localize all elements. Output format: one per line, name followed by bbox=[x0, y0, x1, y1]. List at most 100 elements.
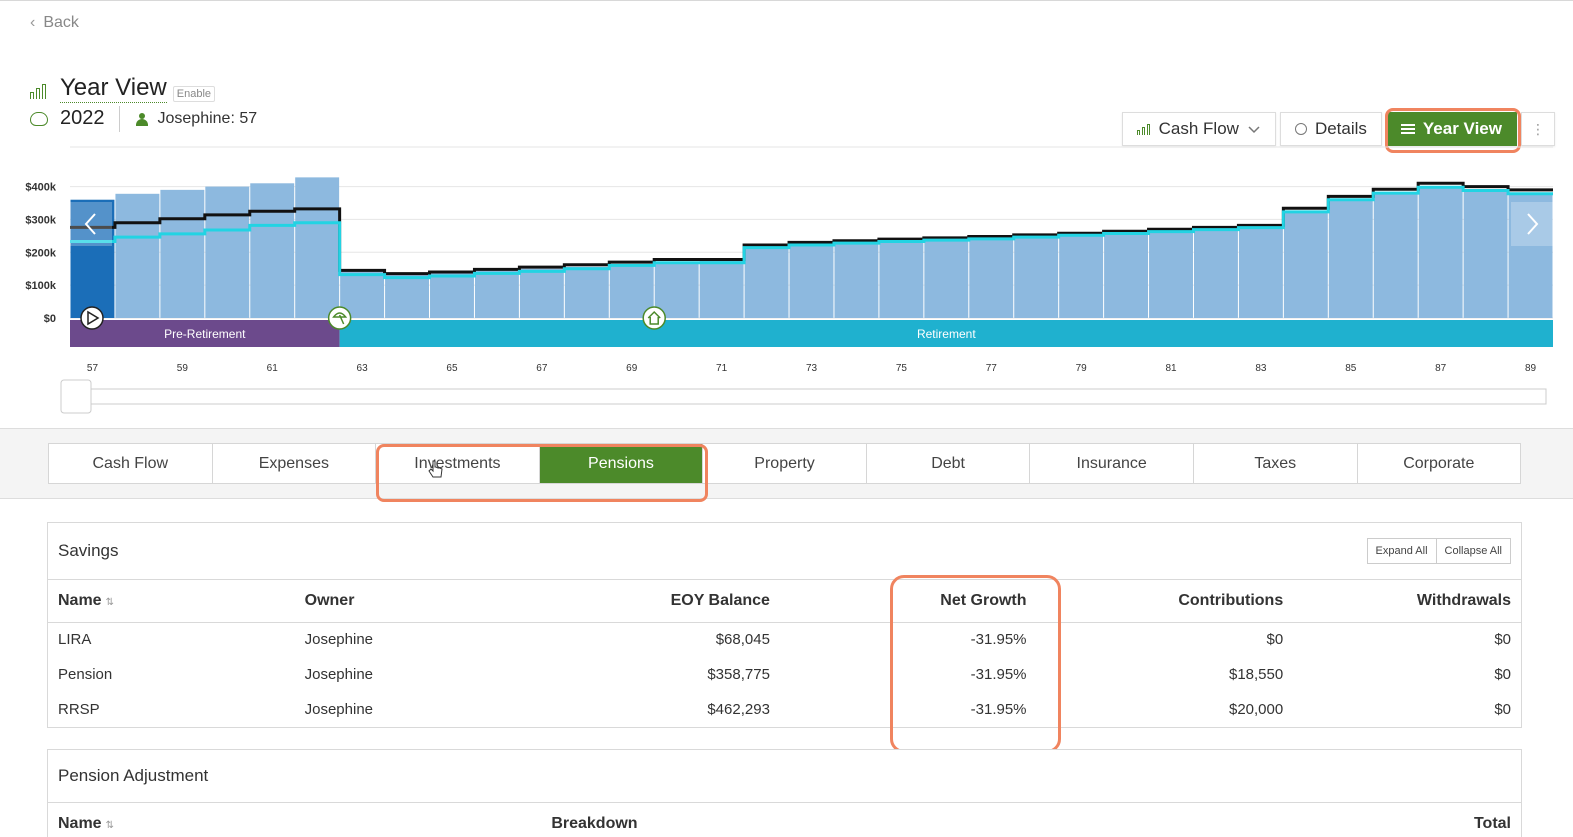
y-tick-label: $100k bbox=[25, 280, 56, 292]
bar[interactable] bbox=[1014, 237, 1059, 319]
tab-cash-flow[interactable]: Cash Flow bbox=[49, 444, 213, 483]
person-age-label: Josephine: 57 bbox=[157, 110, 258, 127]
category-tabs: Cash Flow Expenses Investments Pensions Prop… bbox=[48, 443, 1521, 484]
table-row[interactable]: RRSP Josephine $462,293 -31.95% $20,000 … bbox=[48, 692, 1521, 727]
bar[interactable] bbox=[385, 274, 430, 318]
bar[interactable] bbox=[474, 270, 519, 318]
savings-table: Name ⇅ Owner EOY Balance Net Growth Contr… bbox=[48, 580, 1521, 727]
bar[interactable] bbox=[654, 261, 699, 318]
next-button-bg bbox=[1511, 202, 1553, 246]
cell-net-growth: -31.95% bbox=[970, 631, 1027, 649]
x-tick-label: 87 bbox=[1435, 363, 1447, 374]
bar[interactable] bbox=[205, 186, 250, 318]
x-tick-label: 71 bbox=[716, 363, 728, 374]
back-link[interactable]: ‹ Back bbox=[30, 14, 79, 32]
col-total[interactable]: Total bbox=[1140, 803, 1521, 837]
bar[interactable] bbox=[564, 266, 609, 318]
bar[interactable] bbox=[115, 193, 160, 318]
cash-flow-dropdown[interactable]: Cash Flow bbox=[1121, 112, 1276, 146]
col-breakdown[interactable]: Breakdown bbox=[541, 803, 1141, 837]
bar-chart-icon bbox=[1136, 123, 1151, 135]
tab-expenses[interactable]: Expenses bbox=[213, 444, 377, 483]
col-contributions[interactable]: Contributions bbox=[1036, 580, 1294, 623]
bar[interactable] bbox=[1283, 212, 1328, 318]
bar[interactable] bbox=[1238, 227, 1283, 318]
col-eoy-balance[interactable]: EOY Balance bbox=[524, 580, 780, 623]
bar[interactable] bbox=[744, 249, 789, 318]
col-owner[interactable]: Owner bbox=[294, 580, 525, 623]
tab-label: Expenses bbox=[258, 454, 329, 472]
house-icon[interactable] bbox=[642, 306, 666, 330]
enable-tooltip[interactable]: Enable bbox=[172, 86, 216, 102]
bar[interactable] bbox=[1373, 193, 1418, 318]
bar[interactable] bbox=[1328, 200, 1373, 318]
tab-property[interactable]: Property bbox=[703, 444, 867, 483]
savings-header-row: Name ⇅ Owner EOY Balance Net Growth Contr… bbox=[48, 580, 1521, 623]
bar[interactable] bbox=[1463, 191, 1508, 319]
x-tick-label: 57 bbox=[87, 363, 99, 374]
table-row[interactable]: LIRA Josephine $68,045 -31.95% $0 $0 bbox=[48, 622, 1521, 657]
bar[interactable] bbox=[699, 260, 744, 319]
house-glyph bbox=[647, 310, 661, 325]
phase-band bbox=[339, 320, 1553, 347]
chart-prev-button[interactable] bbox=[70, 202, 112, 246]
pension-adjustment-panel: Pension Adjustment Name ⇅ Breakdown Total bbox=[47, 749, 1522, 837]
chevron-left-icon bbox=[84, 213, 96, 235]
x-tick-label: 69 bbox=[626, 363, 638, 374]
collapse-all-button[interactable]: Collapse All bbox=[1436, 538, 1511, 564]
timeline-slider-track[interactable] bbox=[75, 388, 1547, 405]
tab-pensions[interactable]: Pensions bbox=[539, 444, 704, 483]
top-divider bbox=[0, 0, 1573, 1]
chart-next-button[interactable] bbox=[1511, 202, 1553, 246]
bar[interactable] bbox=[1508, 193, 1553, 318]
details-button[interactable]: Details bbox=[1279, 112, 1382, 146]
bar[interactable] bbox=[879, 241, 924, 318]
bar[interactable] bbox=[160, 189, 205, 318]
beach-umbrella-icon[interactable] bbox=[327, 306, 352, 330]
bar[interactable] bbox=[295, 177, 340, 318]
bar[interactable] bbox=[969, 239, 1014, 318]
table-row[interactable]: Pension Josephine $358,775 -31.95% $18,5… bbox=[48, 657, 1521, 692]
tab-investments[interactable]: Investments bbox=[376, 444, 540, 483]
col-withdrawals[interactable]: Withdrawals bbox=[1293, 580, 1521, 623]
col-name-label: Name bbox=[58, 814, 102, 832]
bar[interactable] bbox=[789, 245, 834, 318]
bar[interactable] bbox=[609, 264, 654, 318]
bar[interactable] bbox=[1418, 188, 1463, 318]
x-tick-label: 59 bbox=[177, 363, 189, 374]
umbrella-glyph bbox=[332, 312, 348, 325]
bar[interactable] bbox=[1149, 231, 1193, 318]
x-tick-label: 75 bbox=[896, 363, 908, 374]
bar[interactable] bbox=[1059, 235, 1104, 318]
marker-circle bbox=[642, 306, 666, 330]
cell-withdrawals: $0 bbox=[1494, 631, 1511, 649]
more-options-button[interactable]: ⋮ bbox=[1521, 112, 1555, 146]
series-line bbox=[70, 185, 1553, 280]
play-glyph bbox=[87, 310, 100, 326]
bar[interactable] bbox=[519, 268, 564, 318]
pension-adjustment-header-row: Name ⇅ Breakdown Total bbox=[48, 803, 1521, 837]
bar[interactable] bbox=[924, 240, 969, 318]
col-name[interactable]: Name ⇅ bbox=[48, 803, 542, 837]
bar[interactable] bbox=[250, 183, 295, 318]
play-icon[interactable] bbox=[80, 306, 104, 330]
expand-collapse-group: Expand All Collapse All bbox=[1366, 538, 1511, 564]
bar[interactable] bbox=[70, 199, 115, 318]
timeline-slider-handle[interactable] bbox=[60, 379, 92, 414]
bar[interactable] bbox=[1104, 233, 1149, 318]
col-net-growth[interactable]: Net Growth bbox=[779, 580, 1037, 623]
phase-label: Pre-Retirement bbox=[164, 327, 246, 341]
tab-insurance[interactable]: Insurance bbox=[1030, 444, 1194, 483]
bar[interactable] bbox=[430, 273, 474, 318]
year-view-button[interactable]: Year View bbox=[1385, 112, 1517, 146]
col-name[interactable]: Name ⇅ bbox=[48, 580, 295, 623]
cash-flow-chart: $400k $300k $200k $100k $0 Pre-Retirement Reti… bbox=[25, 146, 1553, 414]
tab-debt[interactable]: Debt bbox=[867, 444, 1031, 483]
cell-contributions: $20,000 bbox=[1228, 701, 1284, 718]
tab-corporate[interactable]: Corporate bbox=[1358, 444, 1521, 483]
page-title: Year View bbox=[60, 74, 167, 103]
expand-all-button[interactable]: Expand All bbox=[1366, 538, 1437, 564]
bar[interactable] bbox=[1193, 229, 1238, 318]
tab-taxes[interactable]: Taxes bbox=[1194, 444, 1358, 483]
bar[interactable] bbox=[834, 243, 879, 318]
